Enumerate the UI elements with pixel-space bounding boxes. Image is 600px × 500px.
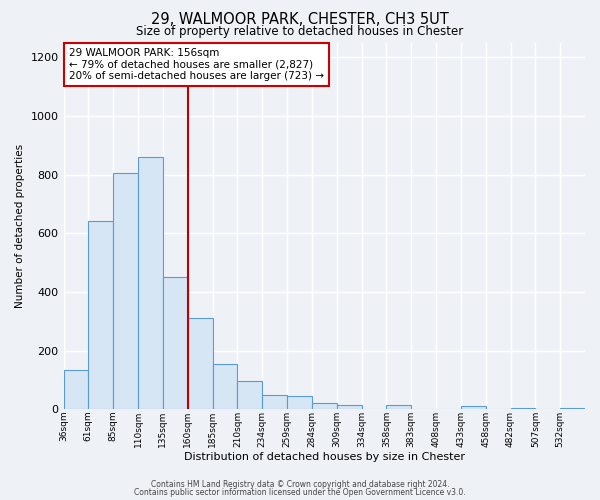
Bar xyxy=(461,406,485,409)
Bar xyxy=(88,222,113,409)
Bar xyxy=(113,173,138,409)
Bar xyxy=(386,405,411,409)
Bar xyxy=(560,408,585,409)
Bar xyxy=(138,157,163,409)
Text: Size of property relative to detached houses in Chester: Size of property relative to detached ho… xyxy=(136,25,464,38)
Bar xyxy=(312,404,337,409)
Bar xyxy=(163,277,188,409)
Bar xyxy=(262,394,287,409)
Bar xyxy=(188,318,212,409)
Bar xyxy=(64,370,88,409)
Bar xyxy=(212,364,238,409)
Text: Contains public sector information licensed under the Open Government Licence v3: Contains public sector information licen… xyxy=(134,488,466,497)
Text: 29 WALMOOR PARK: 156sqm
← 79% of detached houses are smaller (2,827)
20% of semi: 29 WALMOOR PARK: 156sqm ← 79% of detache… xyxy=(69,48,324,81)
Y-axis label: Number of detached properties: Number of detached properties xyxy=(15,144,25,308)
Bar xyxy=(287,396,312,409)
Text: 29, WALMOOR PARK, CHESTER, CH3 5UT: 29, WALMOOR PARK, CHESTER, CH3 5UT xyxy=(151,12,449,28)
Text: Contains HM Land Registry data © Crown copyright and database right 2024.: Contains HM Land Registry data © Crown c… xyxy=(151,480,449,489)
Bar xyxy=(238,382,262,409)
Bar xyxy=(511,408,535,409)
Bar xyxy=(337,405,362,409)
X-axis label: Distribution of detached houses by size in Chester: Distribution of detached houses by size … xyxy=(184,452,465,462)
